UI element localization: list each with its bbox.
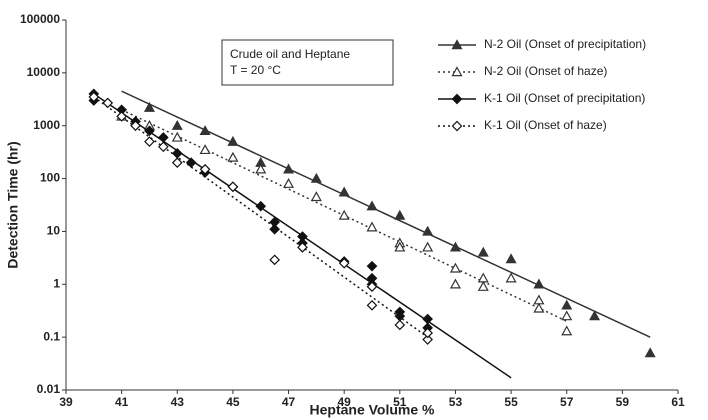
data-point [158,132,169,143]
data-point [171,131,183,142]
data-point [310,172,322,183]
x-tick-label: 43 [171,395,185,409]
data-point [505,272,517,283]
legend-label: K-1 Oil (Onset of haze) [484,118,607,132]
annotation: T = 20 °C [230,63,281,77]
data-point [171,157,183,169]
data-point [269,223,280,235]
data-point [422,241,434,252]
data-point [199,144,211,155]
trend-line [121,90,651,338]
data-point [158,141,169,153]
x-tick-label: 57 [560,395,574,409]
data-point [589,310,601,321]
data-point [561,310,573,321]
y-tick-label: 10 [47,224,61,238]
data-point [185,157,197,169]
data-point [533,294,545,305]
data-point [422,327,433,339]
data-point [227,151,239,162]
data-point [477,272,489,283]
data-point [269,254,280,266]
data-point [449,262,461,273]
trend-line [93,96,429,338]
data-point [171,148,183,159]
data-point [227,181,239,193]
data-point [422,313,433,325]
data-point [227,135,239,146]
y-tick-label: 100 [40,171,60,185]
data-point [338,257,350,269]
data-point [394,319,406,331]
legend-label: N-2 Oil (Onset of haze) [484,64,607,78]
y-tick-label: 10000 [27,65,61,79]
data-point [449,241,461,252]
legend-marker [451,39,463,50]
data-point [255,200,267,212]
data-point [366,299,378,311]
data-point [561,325,573,336]
data-point [297,241,308,253]
data-point [199,125,211,136]
data-point [283,177,295,188]
y-tick-label: 0.01 [37,382,61,396]
data-point [533,278,545,289]
data-point [338,209,350,220]
x-tick-label: 55 [504,395,518,409]
data-point [561,299,573,310]
data-point [199,163,211,175]
data-point [310,191,322,202]
data-point [144,136,155,147]
data-point [505,253,517,264]
x-tick-label: 51 [393,395,407,409]
data-point [394,241,406,252]
data-point [171,119,183,130]
data-point [366,281,378,293]
data-point [283,163,295,174]
x-tick-label: 41 [115,395,129,409]
x-tick-label: 59 [616,395,630,409]
data-point [130,120,141,132]
data-point [477,280,489,291]
legend-marker [451,93,463,105]
data-point [338,186,350,197]
data-point [644,347,656,358]
data-point [143,101,155,112]
data-point [533,302,545,313]
y-tick-label: 0.1 [43,329,60,343]
y-axis-title: Detection Time (hr) [5,141,21,268]
data-point [255,163,267,174]
data-point [116,111,127,122]
data-point [366,200,378,211]
x-tick-label: 47 [282,395,296,409]
y-tick-label: 100000 [20,12,60,26]
legend-marker [451,120,463,132]
x-tick-label: 45 [226,395,240,409]
annotation-box [221,39,394,86]
annotation: Crude oil and Heptane [230,47,350,61]
data-point [88,91,100,103]
legend-marker [451,66,463,77]
data-point [422,334,433,345]
legend-label: K-1 Oil (Onset of precipitation) [484,91,645,105]
data-point [422,225,434,236]
data-point [449,278,461,289]
data-point [269,216,280,228]
data-point [144,125,155,137]
x-tick-label: 39 [59,395,73,409]
y-tick-label: 1000 [33,118,60,132]
x-axis-title: Heptane Volume % [310,402,436,418]
data-point [366,260,378,272]
y-tick-label: 1 [53,276,60,290]
x-tick-label: 61 [671,395,685,409]
data-point [366,221,378,232]
x-tick-label: 49 [338,395,352,409]
x-tick-label: 53 [449,395,463,409]
data-point [477,246,489,257]
data-point [102,97,114,109]
data-point [394,209,406,220]
legend-label: N-2 Oil (Onset of precipitation) [484,37,646,51]
